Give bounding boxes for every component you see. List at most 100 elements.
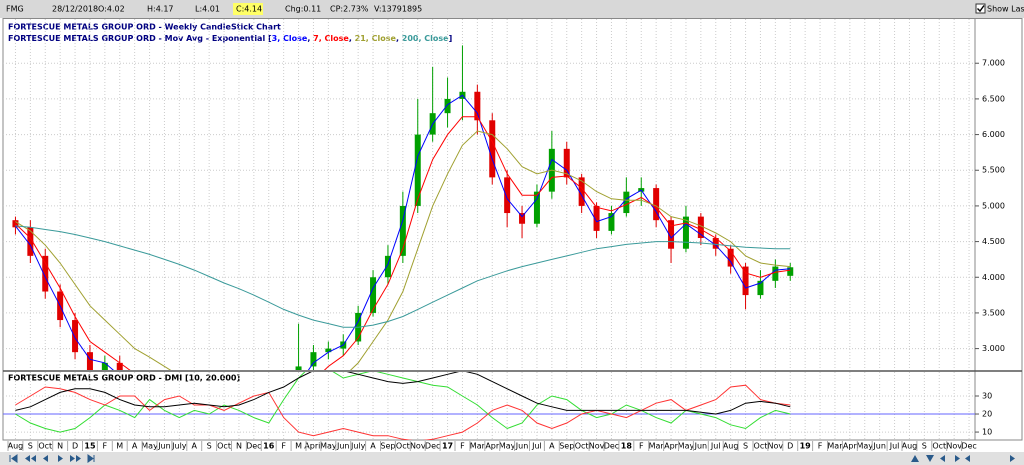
x-tick-label: July	[350, 442, 366, 451]
x-tick-label: A	[370, 442, 376, 451]
zoom-buttons[interactable]	[911, 455, 1015, 462]
x-tick-label: F	[281, 442, 286, 451]
x-tick-label: Dec	[246, 442, 261, 451]
nav-buttons[interactable]	[9, 454, 1015, 463]
x-tick-label: Jul	[889, 442, 900, 451]
series-line	[15, 225, 791, 328]
x-tick-label: S	[922, 442, 927, 451]
first-button[interactable]	[9, 454, 18, 463]
x-tick-label: A	[132, 442, 138, 451]
candle-body	[399, 205, 406, 256]
x-tick-label: Oct	[38, 442, 52, 451]
legend-entry: 7, Close	[313, 34, 349, 43]
y-tick-label: 10	[982, 428, 992, 437]
last-button[interactable]	[87, 454, 95, 463]
close: C:4.14	[236, 5, 262, 14]
x-tick-label: Nov	[589, 442, 605, 451]
x-tick-label: Jul	[531, 442, 542, 451]
x-tick-label: 18	[621, 442, 633, 451]
x-tick-label: May	[856, 442, 873, 451]
candle-body	[563, 148, 570, 178]
x-tick-label: Mar	[649, 442, 665, 451]
x-tick-label: Oct	[217, 442, 231, 451]
x-tick-label: Dec	[961, 442, 976, 451]
candle-body	[608, 213, 615, 231]
candle-body	[42, 255, 49, 292]
series-line	[15, 94, 791, 370]
x-tick-label: S	[743, 442, 748, 451]
series-line	[15, 130, 791, 370]
candle-body	[578, 177, 585, 206]
checkbox[interactable]	[975, 3, 986, 14]
x-tick-label: A	[192, 442, 198, 451]
x-tick-label: Sep	[380, 442, 395, 451]
show-last-toggle[interactable]: Show Last	[975, 3, 1024, 14]
y-tick-label: 4.500	[982, 237, 1005, 246]
candle-body	[519, 213, 526, 224]
frame	[2, 18, 1023, 441]
candle-body	[682, 216, 689, 249]
y-tick-label: 5.000	[982, 201, 1005, 210]
x-tick-label: Jul	[710, 442, 721, 451]
x-tick-label: D	[72, 442, 78, 451]
legend-entry: 3, Close	[272, 34, 308, 43]
legend-entry: 21, Close	[355, 34, 397, 43]
y-tick-label: 4.000	[982, 273, 1005, 282]
x-tick-label: Oct	[754, 442, 768, 451]
y-tick-label: 6.000	[982, 130, 1005, 139]
candle-body	[653, 188, 660, 221]
x-tick-label: F	[460, 442, 465, 451]
candle-body	[86, 352, 93, 370]
x-tick-label: 17	[442, 442, 453, 451]
y-tick-label: 20	[982, 410, 992, 419]
candle-body	[72, 320, 79, 353]
x-tick-label: May	[320, 442, 337, 451]
candle-body	[727, 248, 734, 267]
candle-body	[101, 362, 108, 370]
x-tick-label: 19	[800, 442, 812, 451]
x-tick-label: Jun	[694, 442, 708, 451]
candle-body	[27, 227, 34, 256]
candle-body	[325, 348, 332, 353]
change: Chg:0.11	[285, 5, 321, 14]
candle-body	[251, 427, 257, 434]
back-fast-button[interactable]	[25, 455, 36, 462]
x-tick-label: Jun	[157, 442, 171, 451]
series-line	[15, 372, 791, 415]
y-tick-label: 7.000	[982, 59, 1005, 68]
x-tick-label: F	[639, 442, 644, 451]
x-tick-label: Dec	[425, 442, 440, 451]
forward-fast-button[interactable]	[70, 455, 81, 462]
candle-body	[414, 134, 421, 206]
y-tick-label: 3.000	[982, 344, 1005, 353]
low: L:4.01	[195, 5, 220, 14]
series-line	[15, 384, 791, 440]
candle-body	[295, 366, 302, 370]
legend: FORTESCUE METALS GROUP ORD - Mov Avg - E…	[8, 34, 452, 43]
y-tick-label: 5.500	[982, 166, 1005, 175]
show-last-label[interactable]: Show Last	[987, 5, 1024, 14]
legend-separator: ,	[349, 34, 355, 43]
candle-body	[533, 191, 540, 224]
x-tick-label: Nov	[768, 442, 784, 451]
x-tick-label: Aug	[8, 442, 24, 451]
legend-separator: ,	[307, 34, 313, 43]
forward-button[interactable]	[58, 455, 63, 462]
back-button[interactable]	[43, 455, 48, 462]
candle-body	[668, 220, 675, 249]
candle-body	[742, 266, 749, 296]
candle-body	[370, 277, 377, 313]
x-tick-label: Jun	[872, 442, 886, 451]
candle-body	[787, 267, 794, 276]
x-tick-label: 15	[84, 442, 96, 451]
candle-body	[310, 352, 317, 367]
candle-body	[116, 362, 123, 370]
x-tick-label: M	[295, 442, 302, 451]
checkmark	[977, 5, 985, 13]
x-tick-label: D	[787, 442, 793, 451]
x-tick-label: Jun	[336, 442, 350, 451]
x-tick-label: May	[678, 442, 695, 451]
candle-body	[712, 238, 719, 249]
candle-body	[444, 98, 451, 114]
